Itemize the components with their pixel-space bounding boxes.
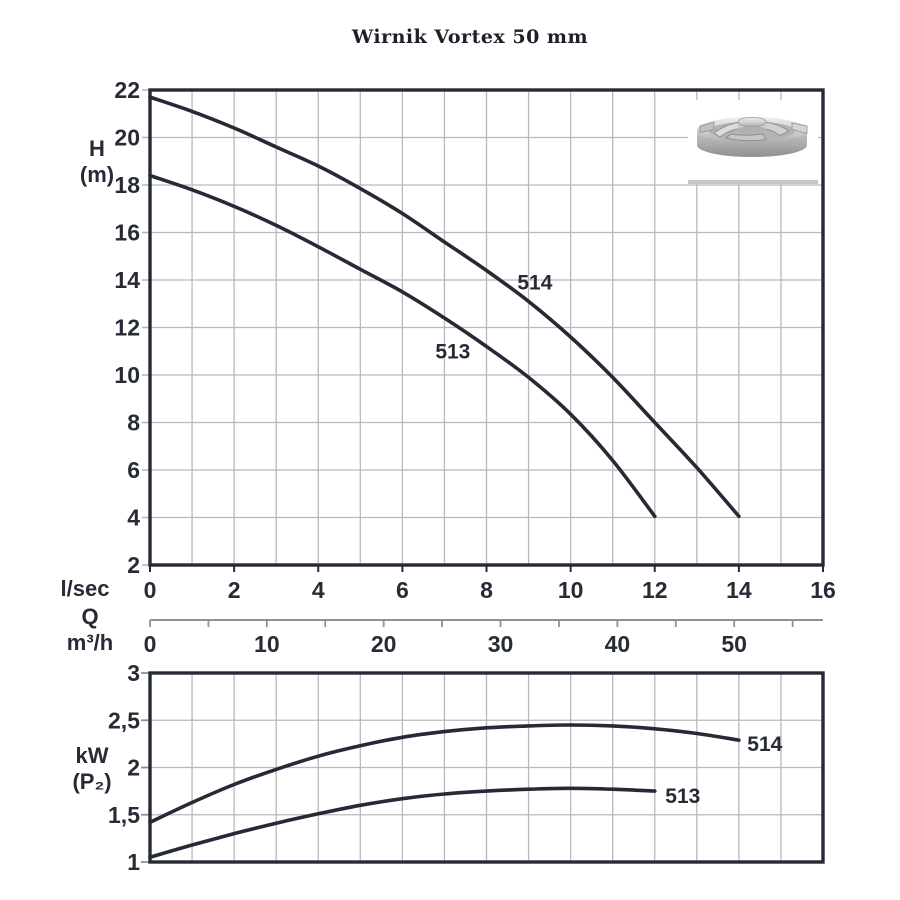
power-axis-title-p2: (P₂) [72,769,112,794]
power-axis-title: kW (P₂) [44,743,140,795]
m3h-x-tick-label: 10 [254,631,280,657]
m3h-x-tick-label: 20 [371,631,397,657]
head-y-tick-label: 22 [114,77,140,103]
head-y-tick-label: 20 [114,125,140,151]
head-axis-title-symbol: H [89,136,105,161]
lsec-x-tick-label: 6 [396,577,409,603]
lsec-x-tick-label: 10 [558,577,584,603]
m3h-x-tick-label: 40 [605,631,631,657]
curve-label-514: 514 [747,733,782,756]
power-y-tick-label: 2,5 [108,707,140,733]
head-y-tick-label: 14 [114,267,140,293]
lsec-x-tick-label: 2 [228,577,241,603]
curve-514 [148,723,741,825]
power-axis-title-kw: kW [75,743,109,768]
lsec-x-tick-label: 14 [726,577,752,603]
lsec-x-tick-label: 4 [312,577,325,603]
power-chart-border [148,671,825,864]
lsec-x-tick-label: 8 [480,577,493,603]
curve-513 [148,173,657,519]
power-y-tick-label: 3 [127,660,140,686]
flow-axis-title-lsec: l/sec [60,576,110,601]
power-y-tick-label: 1 [127,849,140,875]
head-y-tick-label: 6 [127,457,140,483]
m3h-x-tick-label: 50 [721,631,747,657]
m3h-x-tick-label: 0 [144,631,157,657]
flow-axis-title-m3h: Q m³/h [44,604,136,656]
head-y-tick-label: 18 [114,172,140,198]
page-title: Wirnik Vortex 50 mm [351,26,589,48]
power-y-tick-label: 2 [127,755,140,781]
vortex-impeller-image [688,100,818,184]
head-y-tick-label: 12 [114,315,140,341]
curve-label-513: 513 [435,340,470,363]
curve-514 [148,95,741,519]
head-axis-title-unit: (m) [79,162,115,187]
flow-axis-title-m3h-unit: m³/h [66,630,114,655]
m3h-x-tick-label: 30 [488,631,514,657]
flow-axis-title-q: Q [81,604,99,629]
head-y-tick-label: 10 [114,362,140,388]
head-y-tick-label: 16 [114,220,140,246]
curve-label-513: 513 [665,785,700,808]
lsec-x-tick-label: 12 [642,577,668,603]
power-y-tick-label: 1,5 [108,802,140,828]
head-y-tick-label: 8 [127,410,140,436]
head-axis-title: H (m) [62,136,132,188]
grid-layer [141,89,823,863]
head-y-tick-label: 4 [127,505,140,531]
lsec-x-tick-label: 0 [144,577,157,603]
curve-513 [148,786,657,860]
curve-label-514: 514 [517,271,552,294]
impeller-image-bottom-edge [688,180,818,184]
lsec-x-tick-label: 16 [810,577,836,603]
head-y-tick-label: 2 [127,552,140,578]
